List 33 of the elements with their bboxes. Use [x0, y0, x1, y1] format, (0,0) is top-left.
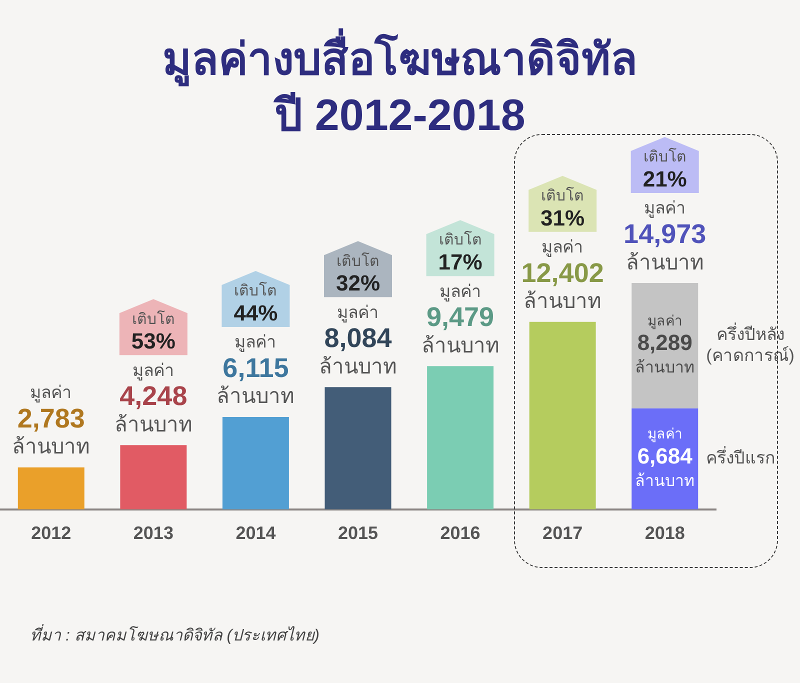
data-label: มูลค่า 6,115 ล้านบาท [216, 332, 295, 408]
text: เติบโต 21% [642, 148, 687, 192]
annotation: เติบโต 44% [234, 282, 278, 326]
x-tick-label: 2017 [542, 523, 583, 544]
x-tick-label: 2016 [440, 523, 480, 544]
data-label: มูลค่า 4,248 ล้านบาท [114, 360, 192, 436]
bar [18, 467, 84, 510]
data-label: มูลค่า 6,684 ล้านบาท [634, 426, 695, 490]
x-tick-label: 2015 [338, 523, 378, 544]
total-label: มูลค่า 14,973 ล้านบาท [624, 198, 706, 274]
bar [427, 366, 494, 510]
x-tick-label: 2014 [236, 523, 276, 544]
annotation: เติบโต 53% [131, 310, 176, 354]
bar [324, 387, 392, 510]
data-label: มูลค่า 9,479 ล้านบาท [421, 282, 500, 358]
x-tick-label: 2013 [133, 523, 174, 544]
bar [529, 322, 596, 510]
series-label: ครึ่งปีแรก [706, 446, 776, 468]
series-label: ครึ่งปีหลัง (คาดการณ์) [706, 322, 794, 365]
data-label: มูลค่า 12,402 ล้านบาท [521, 238, 604, 314]
bar [120, 445, 187, 510]
data-label: มูลค่า 2,783 ล้านบาท [12, 383, 90, 459]
text: เติบโต 31% [540, 186, 585, 230]
chart-title: มูลค่างบสื่อโฆษณาดิจิทัล ปี 2012-2018 [162, 28, 638, 140]
x-tick-label: 2018 [644, 523, 685, 544]
text: ที่มา : สมาคมโฆษณาดิจิทัล (ประเทศไทย) [30, 623, 320, 644]
annotation: เติบโต 32% [336, 252, 380, 296]
bar [222, 416, 289, 510]
data-label: มูลค่า 8,084 ล้านบาท [319, 302, 397, 378]
bar [632, 283, 698, 408]
text: เติบโต 17% [438, 230, 482, 275]
data-label: มูลค่า 8,289 ล้านบาท [634, 312, 695, 377]
x-tick-label: 2012 [31, 523, 72, 544]
